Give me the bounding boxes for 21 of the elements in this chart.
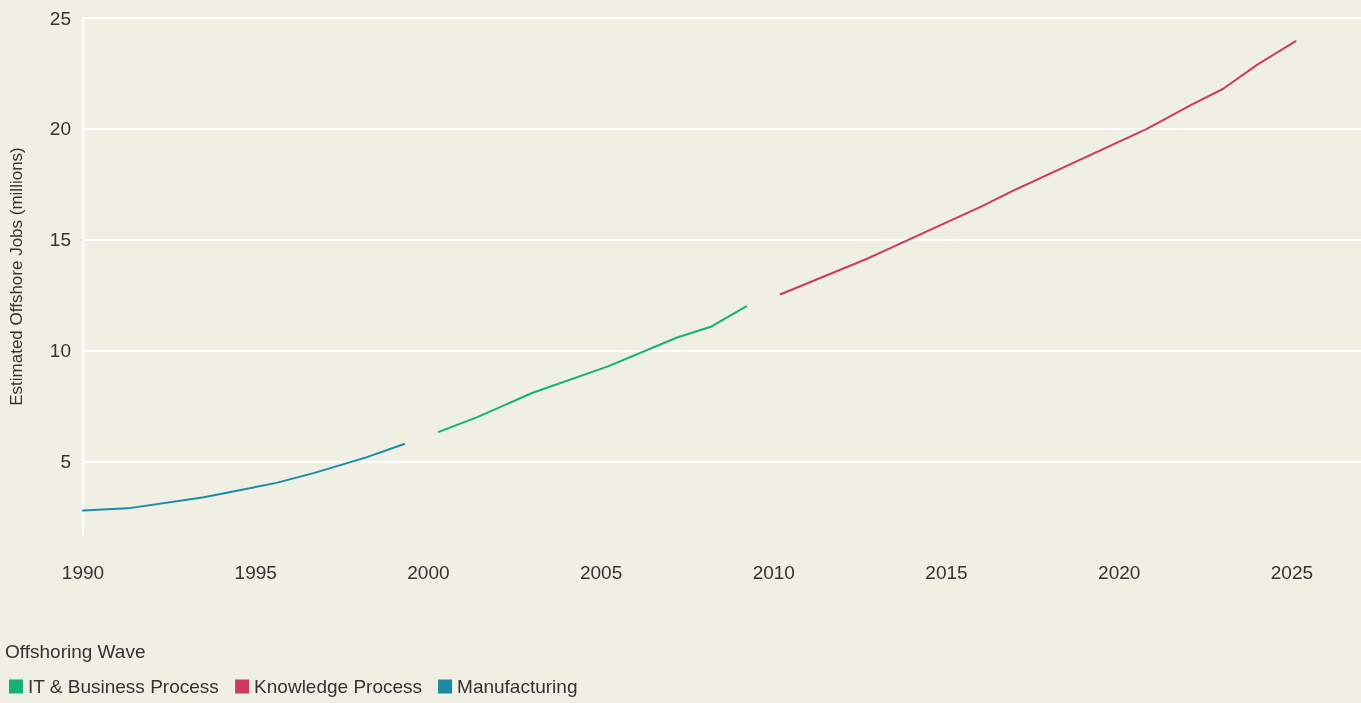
legend-label: Knowledge Process [254, 676, 423, 697]
y-tick-label: 15 [49, 229, 71, 251]
x-tick-label: 2010 [752, 562, 795, 583]
y-axis-title: Estimated Offshore Jobs (millions) [7, 147, 26, 406]
x-tick-label: 2005 [579, 562, 623, 583]
line-series [437, 305, 748, 433]
y-tick-label: 20 [49, 118, 71, 140]
legend-label: Manufacturing [457, 676, 578, 697]
y-tick-label: 5 [60, 451, 71, 473]
x-tick-label: 2000 [407, 562, 450, 583]
line-series [779, 40, 1297, 296]
x-tick-label: 2025 [1270, 562, 1314, 583]
x-tick-label: 2015 [925, 562, 968, 583]
legend-title: Offshoring Wave [5, 641, 146, 662]
legend-label: IT & Business Process [28, 676, 219, 697]
y-tick-label: 10 [49, 340, 71, 362]
x-tick-label: 2020 [1098, 562, 1141, 583]
y-tick-label: 25 [49, 7, 71, 29]
line-series [82, 443, 406, 512]
x-tick-label: 1990 [61, 562, 105, 583]
x-tick-label: 1995 [234, 562, 277, 583]
